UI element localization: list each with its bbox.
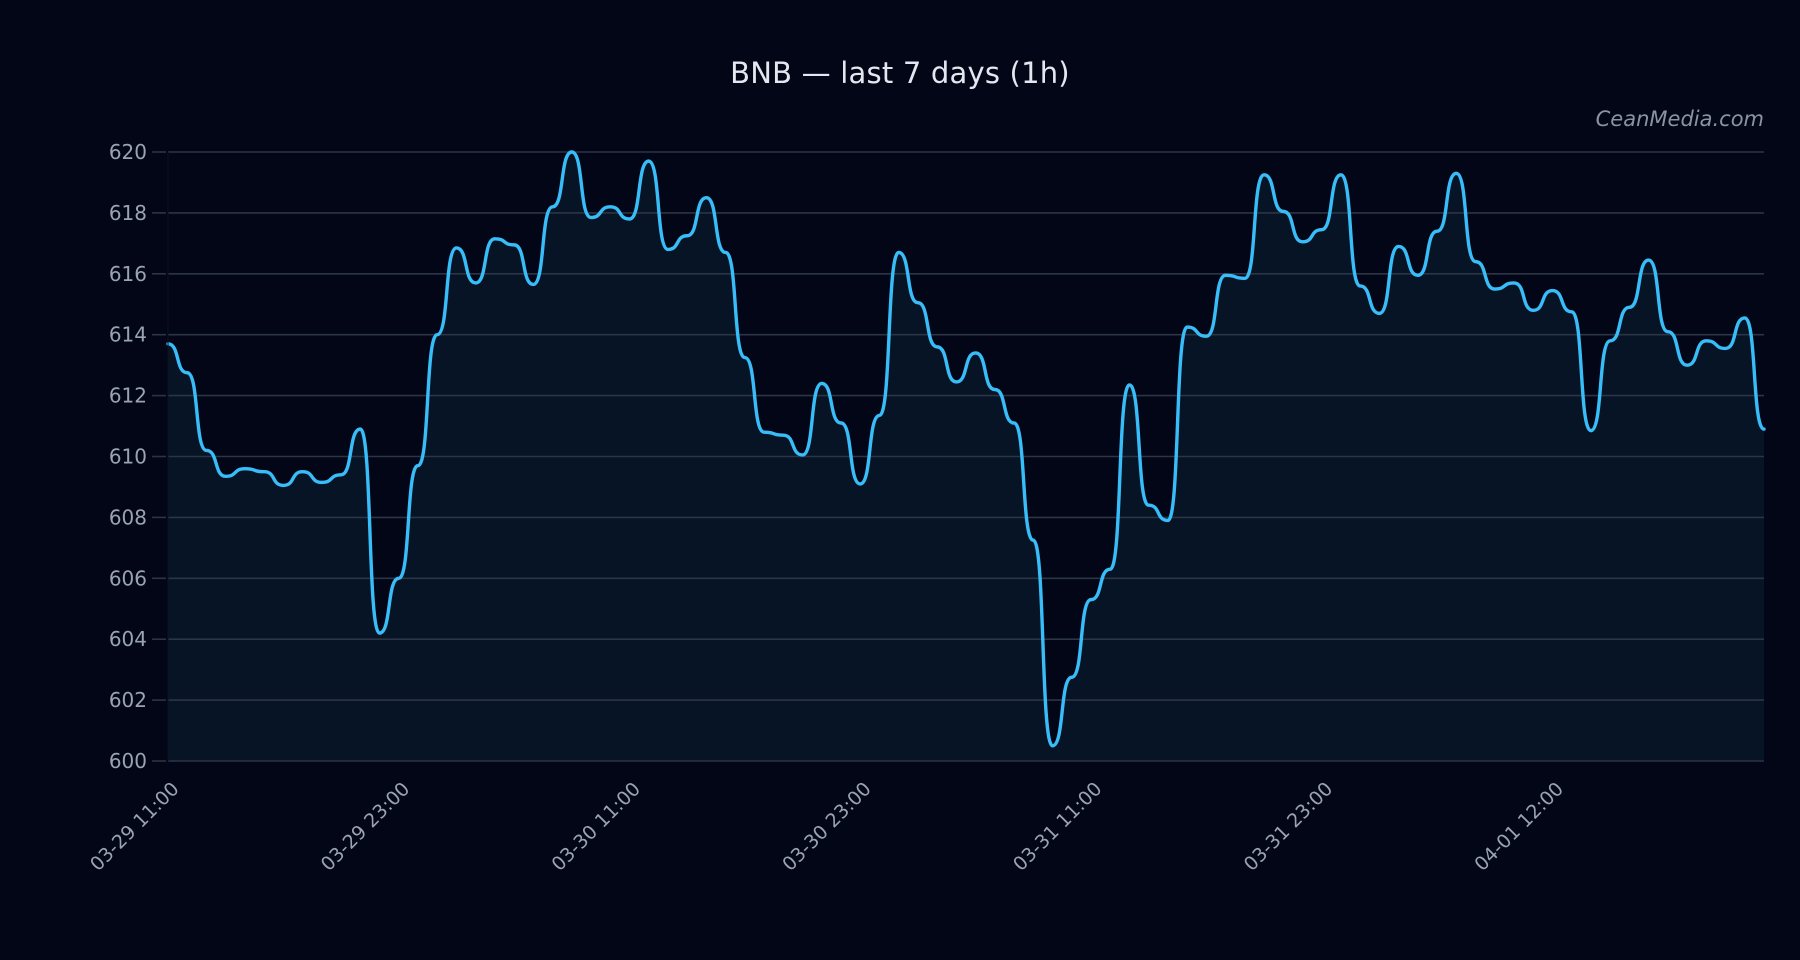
x-tick-label: 03-29 23:00 — [317, 778, 415, 876]
y-tick-label: 620 — [109, 140, 147, 164]
y-tick-label: 618 — [109, 201, 147, 225]
x-axis: 03-29 11:00 03-29 23:00 03-30 11:00 03-30 2… — [86, 778, 1568, 876]
y-tick-label: 606 — [109, 566, 147, 590]
gridlines-overlay — [168, 151, 1764, 762]
y-tick-label: 600 — [109, 749, 147, 773]
x-tick-label: 03-30 23:00 — [778, 778, 876, 876]
y-tick-label: 602 — [109, 688, 147, 712]
y-tick-label: 612 — [109, 384, 147, 408]
x-tick-label: 03-31 23:00 — [1240, 778, 1338, 876]
x-tick-label: 03-30 11:00 — [547, 778, 645, 876]
y-tick-label: 614 — [109, 323, 147, 347]
x-tick-label: 04-01 12:00 — [1470, 778, 1568, 876]
watermark: CeanMedia.com — [1595, 107, 1764, 131]
y-tick-label: 610 — [109, 445, 147, 469]
y-tick-label: 608 — [109, 505, 147, 529]
y-tick-label: 604 — [109, 627, 147, 651]
y-tick-label: 616 — [109, 262, 147, 286]
price-line — [166, 150, 1766, 748]
y-axis: 600 602 604 606 608 610 612 614 616 618 620 — [109, 140, 169, 773]
chart-title: BNB — last 7 days (1h) — [730, 56, 1070, 90]
x-tick-label: 03-31 11:00 — [1009, 778, 1107, 876]
x-tick-label: 03-29 11:00 — [86, 778, 184, 876]
